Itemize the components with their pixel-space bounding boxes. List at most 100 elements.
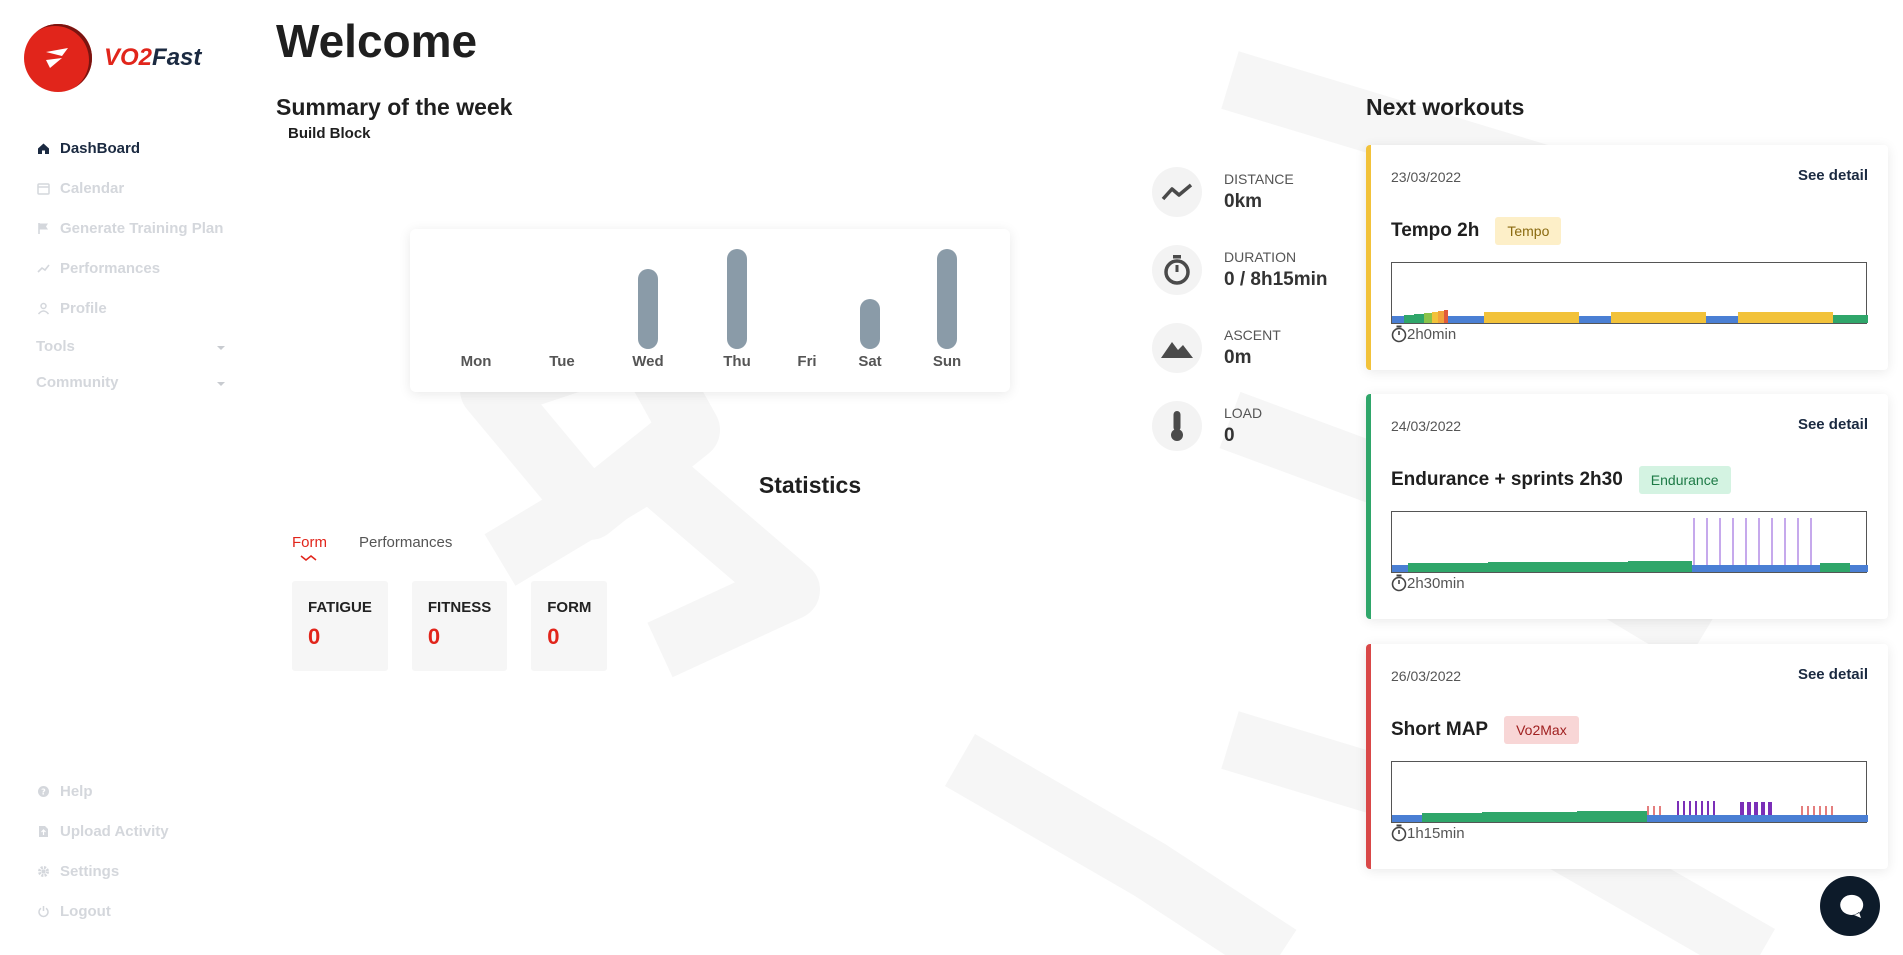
workout-type-badge: Tempo [1495,217,1562,245]
statistics-tabs: Form Performances [292,534,484,561]
active-tab-indicator-icon [300,555,317,561]
logo-text-prefix: VO2 [104,44,153,71]
next-workouts-title: Next workouts [1366,94,1525,120]
workout-type-badge: Endurance [1638,466,1731,494]
metric-label: DISTANCE [1224,171,1294,187]
see-detail-link[interactable]: See detail [1797,167,1868,184]
sidebar-item-settings[interactable]: Settings [36,851,226,891]
logo-text: VO2Fast [104,44,201,72]
sidebar-nav: DashBoard Calendar Generate Training Pla… [36,128,226,400]
sidebar-item-performances[interactable]: Performances [36,248,226,288]
sidebar-group-community[interactable]: Community [36,364,226,400]
sidebar-item-label: DashBoard [60,139,141,157]
day-label-sat: Sat [858,353,881,370]
weekly-bar-chart-svg: Mon Tue Wed Thu Fri Sat Sun [461,249,961,370]
workout-duration: 2h30min [1391,574,1465,592]
workout-duration-text: 2h0min [1407,325,1457,343]
calendar-icon [36,181,50,195]
sidebar-item-logout[interactable]: Logout [36,891,226,931]
workout-name: Short MAP Vo2Max [1391,716,1579,744]
workout-date: 26/03/2022 [1391,668,1462,684]
workout-card-tempo[interactable]: 23/03/2022 See detail Tempo 2h Tempo [1366,145,1888,370]
sidebar-item-upload-activity[interactable]: Upload Activity [36,811,226,851]
bar-sun [937,249,957,349]
stat-value: 0 [427,624,441,649]
day-label-mon: Mon [461,353,492,370]
sidebar-group-tools[interactable]: Tools [36,328,226,364]
sidebar-item-calendar[interactable]: Calendar [36,168,226,208]
help-icon: ? [36,784,50,798]
tab-label: Form [292,534,327,551]
weekly-bar-chart: Mon Tue Wed Thu Fri Sat Sun [410,229,1010,392]
sidebar-item-profile[interactable]: Profile [36,288,226,328]
statistics-title: Statistics [758,472,862,498]
workout-profile-chart [1391,511,1868,573]
home-icon [36,141,50,155]
page-title: Welcome [276,15,478,67]
sidebar-item-label: Upload Activity [60,822,169,840]
statistics-boxes: FATIGUE 0 FITNESS 0 FORM 0 [292,581,631,671]
see-detail-link[interactable]: See detail [1797,416,1868,433]
tab-performances[interactable]: Performances [359,534,452,551]
stat-label: FITNESS [427,599,492,616]
bar-sat [860,299,880,349]
tab-form[interactable]: Form [292,534,327,561]
mountain-icon [1152,323,1202,373]
workout-profile-svg [1392,801,1868,822]
stat-label: FORM [547,599,592,616]
sidebar-item-label: Performances [60,259,161,277]
power-icon [36,904,50,918]
sidebar-item-generate-training-plan[interactable]: Generate Training Plan [36,208,226,248]
stat-box-form: FORM 0 [531,581,608,671]
metric-label: DURATION [1224,249,1297,265]
day-label-thu: Thu [723,353,751,370]
tab-label: Performances [359,534,453,551]
stopwatch-icon [1391,325,1407,343]
chevron-down-icon [216,338,226,355]
metric-value: 0 [1224,425,1235,446]
day-label-fri: Fri [797,353,816,370]
bar-wed [638,269,658,349]
workout-name: Endurance + sprints 2h30 Endurance [1391,466,1731,494]
sidebar-item-dashboard[interactable]: DashBoard [36,128,226,168]
see-detail-link[interactable]: See detail [1797,666,1868,683]
metric-label: ASCENT [1224,327,1281,343]
sidebar-item-label: Generate Training Plan [60,219,224,237]
workout-profile-svg [1392,310,1868,323]
upload-icon [36,824,50,838]
workout-name-text: Short MAP [1391,719,1489,741]
trend-icon [36,261,50,275]
metric-distance: DISTANCE 0km [1152,166,1328,218]
workout-type-badge: Vo2Max [1504,716,1579,744]
sidebar-bottom-nav: ? Help Upload Activity Settings Logout [36,771,226,931]
stat-box-fitness: FITNESS 0 [411,581,508,671]
workout-profile-chart [1391,262,1868,324]
metric-duration: DURATION 0 / 8h15min [1152,244,1328,296]
gear-icon [36,864,50,878]
workout-profile-chart [1391,761,1868,823]
sidebar-item-label: Logout [60,902,111,920]
workout-card-vo2max[interactable]: 26/03/2022 See detail Short MAP Vo2Max [1366,644,1888,869]
logo-text-suffix: Fast [152,44,202,71]
sidebar-group-label: Tools [36,337,75,355]
stopwatch-icon [1391,574,1407,592]
sidebar-item-help[interactable]: ? Help [36,771,226,811]
day-label-wed: Wed [632,353,663,370]
brand-logo[interactable]: VO2Fast [24,24,201,92]
workout-card-endurance[interactable]: 24/03/2022 See detail Endurance + sprint… [1366,394,1888,619]
workout-date: 23/03/2022 [1391,169,1462,185]
bar-thu [727,249,747,349]
day-label-tue: Tue [549,353,575,370]
stopwatch-icon [1152,245,1202,295]
sidebar-item-label: Calendar [60,179,125,197]
metric-value: 0m [1224,347,1252,368]
weekly-metrics: DISTANCE 0km DURATION 0 / 8h15min ASCENT… [1152,166,1328,478]
svg-text:?: ? [41,787,46,796]
chat-launcher-button[interactable] [1820,876,1880,936]
day-label-sun: Sun [933,353,961,370]
chat-bubble-icon [1840,894,1864,918]
sidebar-item-label: Settings [60,862,120,880]
summary-title: Summary of the week [276,94,513,120]
sidebar-item-label: Help [60,782,93,800]
